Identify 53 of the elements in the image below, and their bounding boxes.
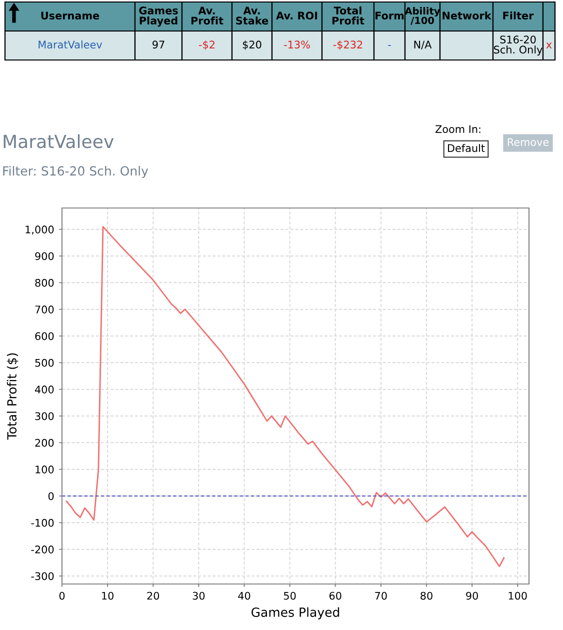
x-tick-label: 40	[238, 592, 250, 600]
text: Form	[376, 12, 404, 20]
text: S16-20 Sch. Only	[494, 36, 542, 56]
y-tick-label: 900	[35, 252, 54, 260]
y-tick-label: -100	[31, 518, 54, 527]
text: -$2	[199, 40, 214, 50]
text: -$232	[333, 40, 362, 50]
y-tick-label: 400	[34, 386, 54, 394]
text: x	[546, 42, 552, 48]
text: Av. Profit	[191, 6, 224, 25]
y-tick-label: -200	[31, 546, 54, 554]
text: Av. ROI	[276, 12, 318, 20]
x-tick-label: 90	[466, 592, 478, 600]
chart-title: MaratValeev	[4, 134, 114, 148]
x-tick-label: 70	[375, 592, 387, 600]
line-series	[66, 226, 505, 568]
y-tick-label: 700	[35, 306, 54, 314]
text: Filter	[503, 11, 534, 20]
y-tick-label: 100	[36, 466, 54, 474]
text: 97	[152, 40, 164, 49]
text: N/A	[414, 40, 432, 50]
y-axis-title: Total Profit ($)	[6, 353, 18, 440]
text: -	[388, 45, 391, 46]
y-tick-label: -300	[31, 572, 54, 580]
text: -13%	[284, 40, 310, 49]
y-tick-label: 200	[35, 438, 54, 447]
x-tick-label: 10	[102, 592, 114, 600]
chart-subtitle: Filter: S16-20 Sch. Only	[3, 166, 148, 178]
x-tick-label: 60	[329, 592, 342, 600]
x-tick-label: 20	[147, 592, 160, 600]
text: Av. Stake	[236, 6, 268, 25]
text: Total Profit	[332, 6, 364, 25]
text: Default	[448, 144, 485, 152]
x-tick-label: 0	[59, 592, 65, 600]
x-tick-label: 50	[284, 592, 296, 600]
x-tick-label: 30	[192, 592, 205, 600]
text: Ability /100	[404, 7, 440, 25]
y-tick-label: 1,000	[26, 226, 54, 234]
text: Remove	[508, 138, 549, 146]
y-tick-label: 500	[35, 358, 54, 367]
y-tick-label: 800	[35, 278, 54, 287]
x-axis-title: Games Played	[252, 607, 340, 620]
text: MaratValeev	[38, 40, 102, 49]
text: Games Played	[139, 6, 178, 27]
text: Network	[442, 11, 492, 20]
x-tick-label: 80	[420, 592, 432, 600]
text: Username	[41, 12, 100, 20]
y-tick-label: 600	[35, 332, 54, 340]
y-tick-label: 300	[35, 412, 54, 420]
y-tick-label: 0	[48, 492, 54, 500]
x-tick-label: 100	[508, 592, 527, 600]
text: $20	[242, 40, 262, 50]
text: Zoom In:	[435, 125, 480, 134]
